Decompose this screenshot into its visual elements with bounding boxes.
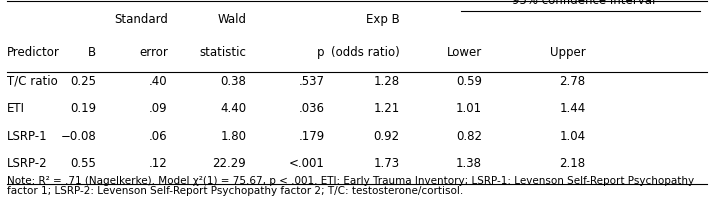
Text: B: B [89, 46, 96, 59]
Text: 0.25: 0.25 [71, 75, 96, 88]
Text: 1.38: 1.38 [456, 157, 482, 170]
Text: factor 1; LSRP-2: Levenson Self-Report Psychopathy factor 2; T/C: testosterone/c: factor 1; LSRP-2: Levenson Self-Report P… [7, 186, 463, 196]
Text: .06: .06 [149, 130, 168, 143]
Text: 1.01: 1.01 [456, 102, 482, 115]
Text: 22.29: 22.29 [213, 157, 246, 170]
Text: 0.92: 0.92 [373, 130, 400, 143]
Text: p: p [317, 46, 325, 59]
Text: Wald: Wald [217, 13, 246, 26]
Text: Exp B: Exp B [366, 13, 400, 26]
Text: .09: .09 [149, 102, 168, 115]
Text: (odds ratio): (odds ratio) [331, 46, 400, 59]
Text: 1.73: 1.73 [373, 157, 400, 170]
Text: error: error [139, 46, 168, 59]
Text: 95% confidence interval: 95% confidence interval [512, 0, 655, 7]
Text: <.001: <.001 [289, 157, 325, 170]
Text: 1.28: 1.28 [373, 75, 400, 88]
Text: 2.18: 2.18 [559, 157, 585, 170]
Text: 1.21: 1.21 [373, 102, 400, 115]
Text: Lower: Lower [447, 46, 482, 59]
Text: .40: .40 [149, 75, 168, 88]
Text: Note: R² = .71 (Nagelkerke). Model χ²(1) = 75.67, p < .001. ETI: Early Trauma In: Note: R² = .71 (Nagelkerke). Model χ²(1)… [7, 176, 694, 186]
Text: .036: .036 [299, 102, 325, 115]
Text: 4.40: 4.40 [220, 102, 246, 115]
Text: 1.80: 1.80 [221, 130, 246, 143]
Text: 1.04: 1.04 [559, 130, 585, 143]
Text: LSRP-2: LSRP-2 [7, 157, 48, 170]
Text: .12: .12 [149, 157, 168, 170]
Text: 2.78: 2.78 [559, 75, 585, 88]
Text: Standard: Standard [114, 13, 168, 26]
Text: .537: .537 [299, 75, 325, 88]
Text: 0.55: 0.55 [71, 157, 96, 170]
Text: .179: .179 [298, 130, 325, 143]
Text: 0.59: 0.59 [456, 75, 482, 88]
Text: T/C ratio: T/C ratio [7, 75, 58, 88]
Text: 1.44: 1.44 [559, 102, 585, 115]
Text: Upper: Upper [550, 46, 585, 59]
Text: Predictor: Predictor [7, 46, 60, 59]
Text: 0.38: 0.38 [221, 75, 246, 88]
Text: −0.08: −0.08 [61, 130, 96, 143]
Text: 0.82: 0.82 [456, 130, 482, 143]
Text: statistic: statistic [199, 46, 246, 59]
Text: ETI: ETI [7, 102, 25, 115]
Text: LSRP-1: LSRP-1 [7, 130, 48, 143]
Text: 0.19: 0.19 [70, 102, 96, 115]
